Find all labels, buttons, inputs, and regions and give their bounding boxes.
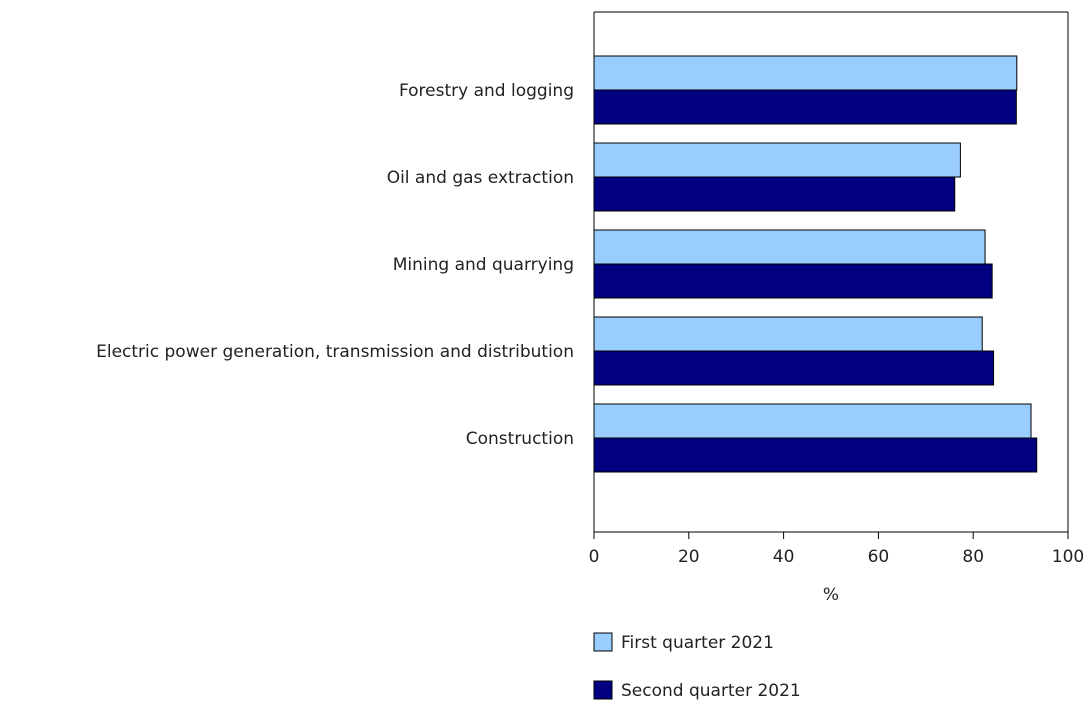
bar-electric-power-generation-transmission-and-distribution-second-quarter-2021 bbox=[593, 350, 995, 386]
x-tick-label: 100 bbox=[1052, 547, 1084, 567]
bar-forestry-and-logging-first-quarter-2021 bbox=[593, 55, 1018, 91]
legend-swatch-first-quarter-2021 bbox=[593, 632, 613, 652]
category-label-mining-and-quarrying: Mining and quarrying bbox=[393, 255, 574, 275]
bar-mining-and-quarrying-second-quarter-2021 bbox=[593, 263, 993, 299]
x-tick-label: 60 bbox=[868, 547, 890, 567]
category-label-oil-and-gas-extraction: Oil and gas extraction bbox=[387, 168, 574, 188]
x-axis: 0 20 40 60 80 100 bbox=[589, 532, 1084, 567]
bar-construction-second-quarter-2021 bbox=[593, 437, 1038, 473]
x-tick-label: 40 bbox=[773, 547, 795, 567]
category-label-construction: Construction bbox=[466, 429, 574, 449]
legend-swatch-second-quarter-2021 bbox=[593, 680, 613, 700]
bar-oil-and-gas-extraction-first-quarter-2021 bbox=[593, 142, 961, 178]
x-axis-title: % bbox=[823, 585, 839, 605]
legend-label-first-quarter-2021: First quarter 2021 bbox=[621, 633, 774, 653]
category-label-forestry-and-logging: Forestry and logging bbox=[399, 81, 574, 101]
bars bbox=[593, 55, 1038, 473]
bar-construction-first-quarter-2021 bbox=[593, 403, 1032, 439]
category-label-electric-power-generation-transmission-and-distribution: Electric power generation, transmission … bbox=[96, 342, 574, 362]
category-labels: Forestry and logging Oil and gas extracti… bbox=[96, 81, 574, 449]
legend: First quarter 2021 Second quarter 2021 bbox=[593, 632, 801, 701]
legend-label-second-quarter-2021: Second quarter 2021 bbox=[621, 681, 801, 701]
x-tick-label: 20 bbox=[678, 547, 700, 567]
bar-forestry-and-logging-second-quarter-2021 bbox=[593, 89, 1017, 125]
bar-oil-and-gas-extraction-second-quarter-2021 bbox=[593, 176, 956, 212]
x-tick-label: 0 bbox=[589, 547, 600, 567]
bar-mining-and-quarrying-first-quarter-2021 bbox=[593, 229, 986, 265]
bar-electric-power-generation-transmission-and-distribution-first-quarter-2021 bbox=[593, 316, 983, 352]
x-tick-label: 80 bbox=[962, 547, 984, 567]
